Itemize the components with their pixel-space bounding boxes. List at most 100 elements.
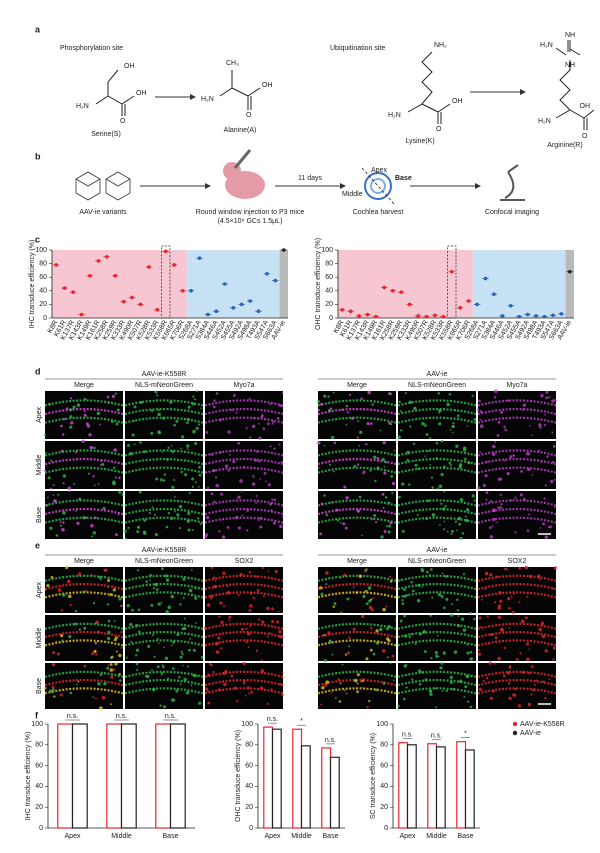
cell-band (44, 631, 124, 639)
cell (191, 477, 195, 481)
cell (130, 640, 133, 643)
cell-band (477, 679, 557, 687)
cell-band (44, 408, 124, 416)
cell (60, 634, 64, 638)
molecule-name: Lysine(K) (405, 138, 434, 145)
bar (300, 745, 311, 829)
cell (180, 650, 183, 653)
cell (424, 424, 427, 427)
cell (531, 434, 533, 437)
micrograph (124, 662, 204, 709)
cell (156, 665, 160, 669)
cell (338, 700, 342, 703)
row-label: Middle (36, 628, 43, 649)
cell (172, 640, 175, 644)
cell (351, 417, 354, 420)
bar (120, 723, 137, 829)
channel-label: NLS-mNeonGreen (135, 382, 193, 389)
cell (265, 480, 267, 483)
cell (552, 646, 556, 650)
cell (165, 525, 169, 529)
cell-band (317, 408, 397, 416)
cell (418, 682, 422, 686)
bar (57, 723, 74, 829)
cell (165, 578, 170, 582)
cell (489, 573, 493, 577)
cell (113, 466, 116, 469)
cell (357, 420, 360, 423)
cell (107, 630, 111, 634)
cell (62, 474, 67, 478)
cell (540, 393, 544, 398)
channel-label: Myo7a (506, 382, 527, 389)
cell (186, 519, 190, 523)
cell (160, 567, 164, 571)
cell-band (477, 591, 557, 599)
cell (438, 412, 440, 414)
cell-band (477, 508, 557, 516)
micrograph-bg (318, 663, 396, 709)
cell (143, 519, 147, 522)
cell (110, 420, 114, 423)
point (155, 308, 160, 312)
cell (467, 461, 471, 465)
cell (320, 402, 323, 406)
cell (517, 704, 521, 708)
cell (249, 604, 253, 608)
cell (345, 404, 349, 408)
cell (92, 696, 95, 699)
cell (106, 636, 111, 641)
cell (277, 610, 280, 613)
row-label: Apex (36, 582, 43, 598)
point (424, 314, 429, 319)
cell (443, 465, 446, 468)
cell (44, 469, 47, 472)
cell (43, 588, 47, 591)
cell (175, 419, 179, 423)
cell (328, 408, 332, 413)
cell (431, 513, 436, 517)
cell (440, 502, 443, 505)
cell (190, 684, 193, 687)
cell-band (317, 416, 397, 424)
cell (482, 483, 486, 488)
sig-label: n.s. (267, 716, 278, 723)
cell (152, 687, 156, 692)
cell-band (477, 466, 557, 474)
cell (489, 535, 494, 539)
x-tick-label: Middle (291, 833, 312, 840)
cell (494, 389, 498, 394)
cell (246, 529, 249, 532)
cell-band (204, 631, 284, 639)
cell (156, 588, 159, 591)
cell (158, 642, 160, 645)
bar (71, 723, 88, 829)
channel-label: Myo7a (233, 382, 254, 389)
cell (271, 620, 275, 624)
cell (180, 683, 182, 685)
cell (198, 473, 202, 477)
cell (369, 469, 372, 472)
channel-label: NLS-mNeonGreen (135, 558, 193, 565)
y-tick-label: 60 (35, 762, 43, 769)
cell (151, 506, 154, 509)
cell (274, 569, 278, 574)
cell (260, 414, 264, 418)
y-tick-label: 60 (325, 274, 333, 281)
cell-band (477, 639, 557, 647)
cell (360, 686, 363, 689)
cell (44, 452, 47, 454)
cell (381, 492, 385, 496)
cell (327, 395, 330, 398)
cell (195, 622, 197, 624)
cell (194, 596, 198, 600)
cell (438, 484, 443, 489)
cell (420, 671, 424, 674)
cell (328, 640, 332, 644)
point (365, 312, 370, 317)
cell (243, 465, 246, 469)
micrograph (44, 615, 124, 661)
cell (78, 628, 81, 631)
cell (271, 498, 274, 501)
step-label: AAV-ie variants (79, 209, 127, 216)
